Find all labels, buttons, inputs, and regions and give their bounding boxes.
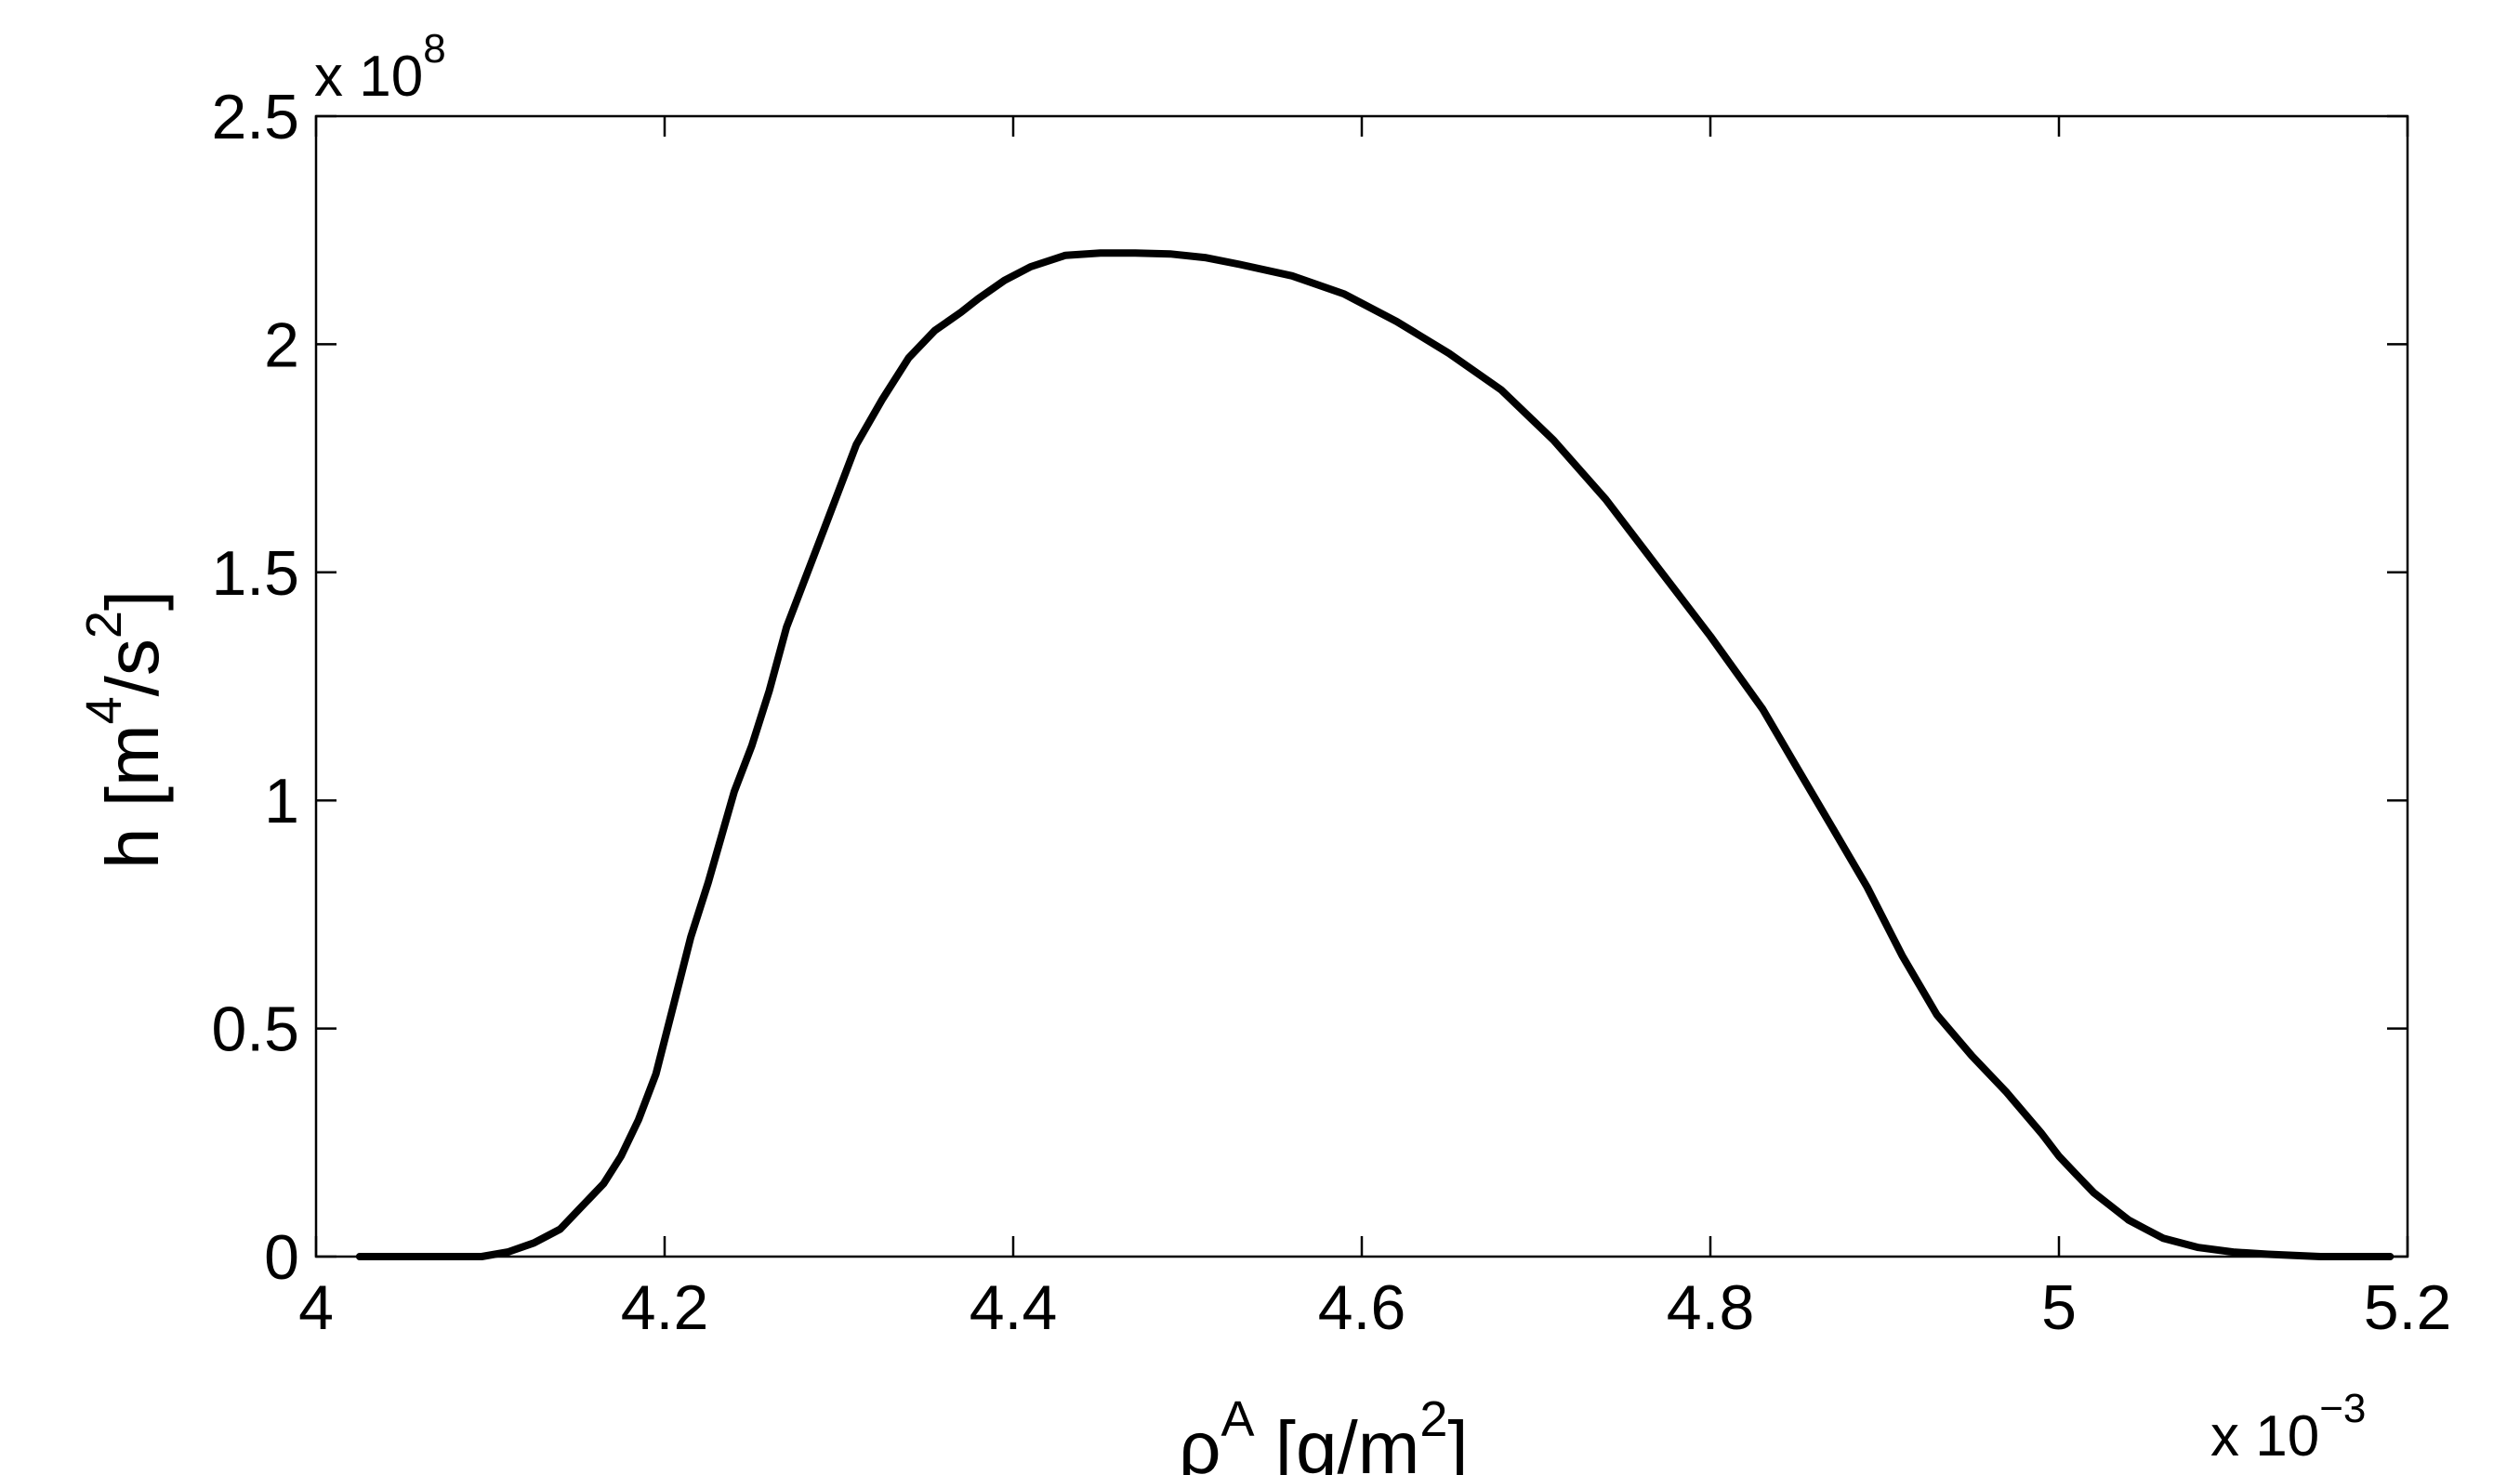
x-label-close: ] [1447,1406,1468,1475]
y-tick-label: 2 [264,309,299,380]
x-tick-label: 4.6 [1318,1272,1406,1343]
y-label-superscript-2: 2 [76,611,132,639]
axes-frame [314,114,2409,1258]
y-tick-label: 2.5 [211,82,299,152]
x-tick-label: 4.4 [970,1272,1058,1343]
x-tick-label: 4.8 [1667,1272,1755,1343]
x-multiplier-base: x 10 [2210,1404,2319,1468]
y-multiplier-exponent: 8 [423,26,445,72]
x-axis-multiplier: x 10−3 [2210,1386,2366,1468]
x-tick-label: 4.2 [621,1272,709,1343]
x-label-unit-exponent: 2 [1419,1391,1447,1447]
x-axis-label: ρA [g/m2] [1179,1391,1469,1475]
y-tick-label: 1 [264,766,299,836]
y-tick-label: 0 [264,1222,299,1293]
y-label-prefix: h [m [91,724,174,869]
x-tick-label: 5.2 [2364,1272,2452,1343]
y-tick-label: 1.5 [211,538,299,609]
x-label-superscript: A [1221,1391,1255,1447]
x-tick-label: 5 [2041,1272,2077,1343]
data-series-line [355,249,2395,1260]
x-tick-labels: 4 4.2 4.4 4.6 4.8 5 5.2 [298,1272,2451,1343]
y-label-middle: /s [91,639,174,696]
x-multiplier-exponent: −3 [2319,1386,2366,1431]
y-axis-multiplier: x 108 [314,26,446,109]
x-label-unit: [g/m [1255,1406,1420,1475]
x-tick-label: 4 [298,1272,334,1343]
y-axis-label: h [m4/s2] [76,590,174,869]
y-label-superscript: 4 [76,696,132,724]
x-label-symbol: ρ [1179,1406,1221,1475]
y-tick-labels: 0 0.5 1 1.5 2 2.5 [211,82,299,1293]
y-multiplier-base: x 10 [314,45,423,109]
y-tick-label: 0.5 [211,994,299,1065]
y-label-close: ] [91,590,174,611]
